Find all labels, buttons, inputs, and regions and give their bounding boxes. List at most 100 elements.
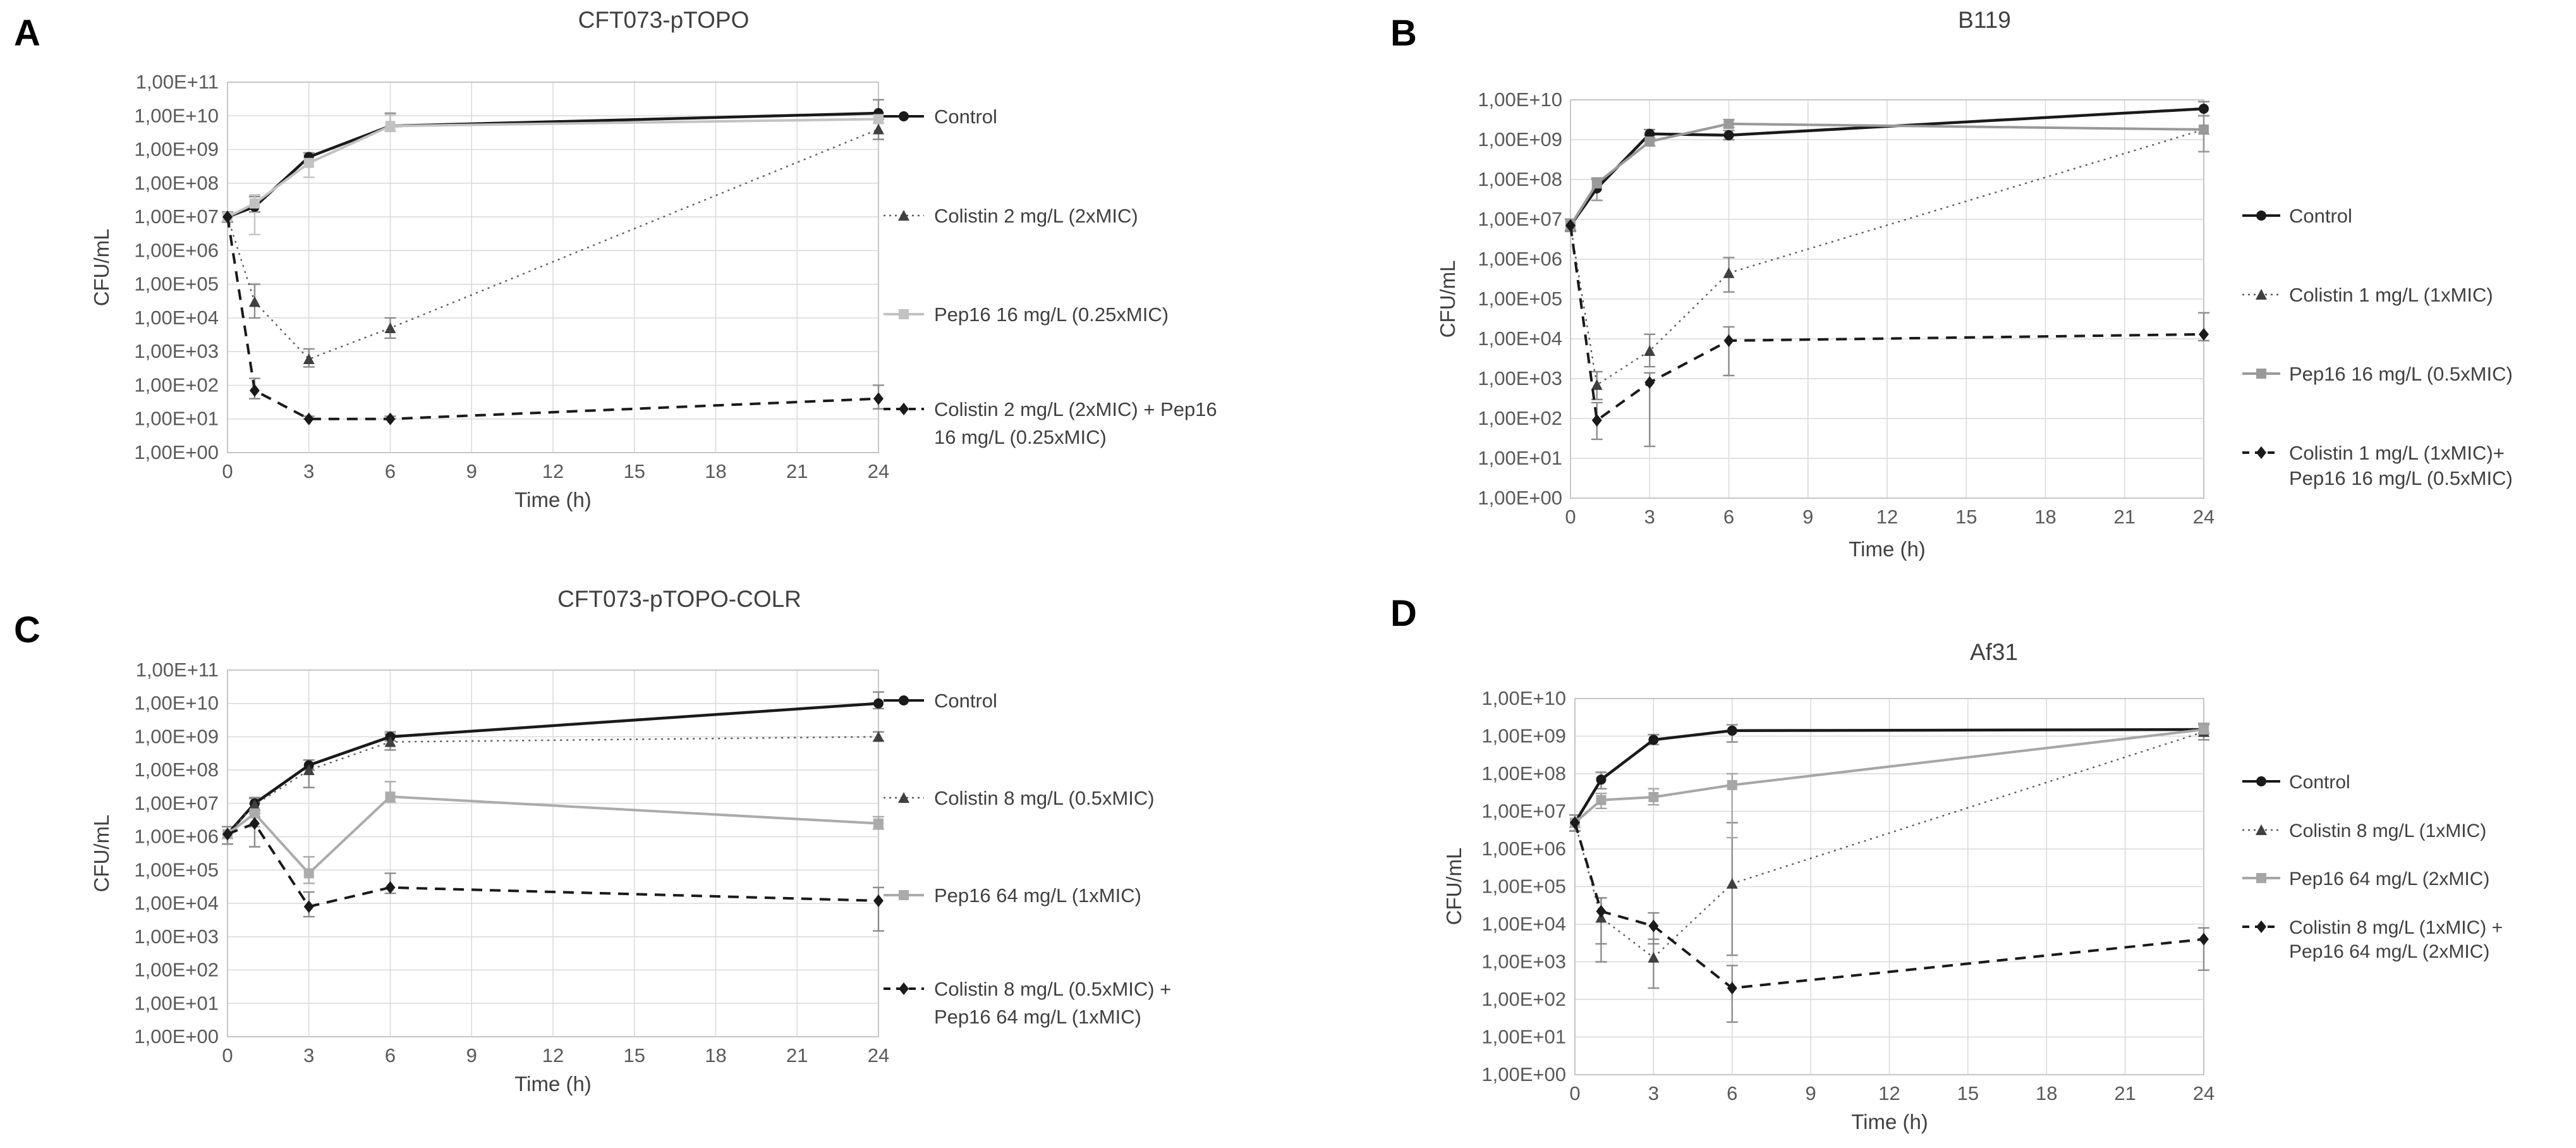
legend-item-combo: Colistin 1 mg/L (1xMIC)+ Pep16 16 mg/L (0… (2242, 442, 2513, 489)
triangle-marker (898, 792, 909, 803)
panel-letter: B (1390, 13, 1417, 54)
gridlines (1574, 698, 2204, 1075)
error-bar-colistin (1648, 938, 1660, 989)
plot-border (227, 82, 879, 453)
triangle-marker (384, 322, 396, 333)
diamond-marker (873, 392, 884, 405)
square-marker (303, 157, 314, 168)
y-axis-tick-labels: 1,00E+11 1,00E+10 1,00E+09 1,00E+08 1,00E+07… (134, 659, 219, 1047)
legend-label: Pep16 16 mg/L (0.25xMIC) (934, 303, 1169, 326)
y-tick-label: 1,00E+09 (134, 725, 219, 747)
x-tick-label: 6 (385, 1044, 396, 1066)
circle-marker (1596, 774, 1607, 785)
x-tick-label: 21 (2114, 1082, 2136, 1104)
x-axis-title: Time (h) (514, 488, 592, 511)
square-marker (899, 309, 909, 319)
legend-item-combo: Colistin 8 mg/L (0.5xMIC) + Pep16 64 mg/L… (884, 978, 1171, 1028)
x-tick-label: 9 (1806, 1082, 1816, 1104)
y-tick-label: 1,00E+00 (1478, 487, 1562, 509)
gridlines (1570, 99, 2204, 499)
square-marker (1591, 178, 1602, 189)
square-marker (249, 198, 260, 209)
legend-label: Colistin 1 mg/L (1xMIC)+ (2289, 442, 2505, 464)
error-bar-combo (1723, 326, 1735, 377)
x-tick-label: 9 (466, 460, 477, 482)
x-tick-label: 21 (786, 1044, 808, 1066)
series-combo (1565, 219, 2209, 427)
circle-marker (1648, 735, 1659, 745)
diamond-marker (899, 982, 909, 995)
triangle-marker (2256, 824, 2267, 835)
x-axis-tick-labels: 0 3 6 9 12 15 18 21 24 (1565, 506, 2215, 528)
chart-title: CFT073-pTOPO-COLR (557, 586, 801, 612)
y-tick-label: 1,00E+11 (136, 71, 219, 93)
y-tick-label: 1,00E+08 (134, 172, 219, 194)
triangle-marker (873, 731, 884, 742)
y-tick-label: 1,00E+03 (134, 340, 219, 362)
panel-a: A CFT073-pTOPO1,00E+111,00E+101,00E+091,0… (14, 7, 1217, 511)
circle-marker (2199, 103, 2209, 114)
x-axis-tick-labels: 0 3 6 9 12 15 18 21 24 (222, 460, 889, 482)
legend-label: Control (934, 106, 997, 128)
diamond-marker (1591, 413, 1602, 427)
y-tick-label: 1,00E+09 (1478, 128, 1562, 150)
legend-label: Colistin 2 mg/L (2xMIC) (934, 205, 1138, 227)
x-tick-label: 12 (1878, 1082, 1900, 1104)
y-tick-label: 1,00E+01 (1478, 447, 1562, 469)
square-marker (2256, 369, 2266, 379)
x-tick-label: 6 (385, 460, 396, 482)
y-tick-label: 1,00E+02 (134, 374, 219, 396)
legend-label: Colistin 8 mg/L (1xMIC) + (2289, 917, 2503, 938)
square-marker (1596, 795, 1607, 805)
square-marker (1727, 779, 1737, 790)
square-marker (899, 890, 909, 900)
diamond-marker (873, 894, 884, 907)
y-axis-title: CFU/mL (90, 815, 113, 893)
y-tick-label: 1,00E+01 (134, 992, 219, 1014)
legend-item-control: Control (884, 106, 997, 128)
y-tick-label: 1,00E+05 (1478, 288, 1562, 310)
x-axis-title: Time (h) (1849, 537, 1926, 561)
y-tick-label: 1,00E+10 (134, 692, 219, 714)
y-tick-label: 1,00E+09 (1481, 725, 1566, 747)
legend-item-colistin: Colistin 8 mg/L (0.5xMIC) (884, 787, 1155, 809)
panel-c: CCFT073-pTOPO-COLR1,00E+111,00E+101,00E+… (14, 586, 1171, 1096)
x-tick-label: 15 (1957, 1082, 1979, 1104)
circle-marker (2256, 211, 2266, 221)
y-tick-label: 1,00E+05 (134, 858, 219, 881)
series-combo (1570, 816, 2209, 995)
circle-marker (899, 695, 909, 705)
panel-letter: C (14, 609, 40, 650)
circle-marker (899, 111, 909, 121)
y-tick-label: 1,00E+04 (134, 892, 219, 914)
y-tick-label: 1,00E+07 (1478, 208, 1562, 230)
x-tick-label: 18 (705, 1044, 726, 1066)
legend-label: Colistin 8 mg/L (1xMIC) (2289, 821, 2486, 841)
legend-label: Control (934, 690, 997, 712)
legend: Control Colistin 2 mg/L (2xMIC) Pep16 16 m… (884, 106, 1217, 448)
square-marker (2199, 124, 2209, 135)
triangle-marker (384, 736, 396, 747)
legend-item-pep16: Pep16 64 mg/L (1xMIC) (884, 884, 1141, 907)
y-tick-label: 1,00E+02 (1478, 407, 1562, 429)
y-tick-label: 1,00E+08 (1481, 762, 1566, 785)
y-tick-label: 1,00E+06 (134, 239, 219, 261)
diamond-marker (2199, 932, 2209, 946)
y-tick-label: 1,00E+02 (134, 959, 219, 981)
legend-label: Pep16 64 mg/L (1xMIC) (934, 884, 1141, 907)
panel-letter: D (1390, 593, 1417, 634)
legend-item-control: Control (884, 690, 997, 712)
legend-item-combo: Colistin 2 mg/L (2xMIC) + Pep16 16 mg/L (… (884, 398, 1217, 448)
diamond-marker (222, 827, 233, 841)
legend-item-colistin: Colistin 2 mg/L (2xMIC) (884, 205, 1138, 227)
diamond-marker (2199, 327, 2209, 341)
x-tick-label: 24 (868, 460, 889, 482)
x-tick-label: 18 (2034, 506, 2056, 528)
x-tick-label: 15 (624, 1044, 645, 1066)
y-tick-label: 1,00E+01 (1481, 1026, 1566, 1048)
x-tick-label: 9 (1802, 506, 1813, 528)
diamond-marker (222, 211, 233, 224)
y-tick-label: 1,00E+03 (1481, 951, 1566, 973)
